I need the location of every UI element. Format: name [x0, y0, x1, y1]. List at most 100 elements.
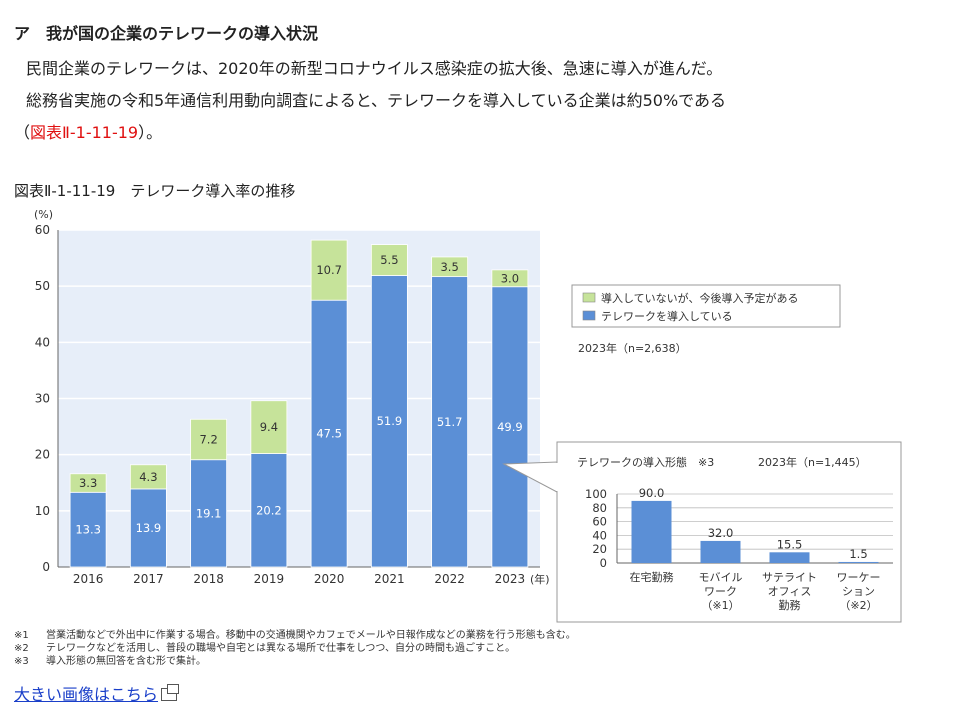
data-label-planned-2021: 5.5 — [380, 253, 398, 267]
x-tick-label-2019: 2019 — [254, 572, 285, 586]
data-label-planned-2022: 3.5 — [440, 260, 458, 274]
inset-x-tick-label-0-0: 在宅勤務 — [630, 570, 674, 584]
y-unit-label: (%) — [34, 208, 53, 221]
legend-label-planned: 導入していないが、今後導入予定がある — [601, 291, 798, 305]
bar-introduced-2017 — [129, 488, 167, 568]
y-tick-label-30: 30 — [35, 392, 50, 406]
inset-y-tick-label-40: 40 — [592, 528, 607, 542]
inset-bar-1 — [700, 540, 741, 563]
bar-planned-2019 — [250, 400, 288, 454]
footnote-2-text: テレワークなどを活用し、普段の職場や自宅とは異なる場所で仕事をしつつ、自分の時間… — [46, 643, 516, 654]
paren-open: （ — [14, 123, 31, 142]
y-tick-label-10: 10 — [35, 504, 50, 518]
legend-box — [571, 284, 841, 328]
inset-bar-0 — [631, 500, 672, 563]
data-label-introduced-2018: 19.1 — [196, 506, 222, 520]
body-paragraph-3: （図表Ⅱ-1-11-19）。 — [14, 119, 162, 143]
callout-joint — [556, 463, 559, 491]
inset-y-tick-label-20: 20 — [592, 542, 607, 556]
body-paragraph-1: 民間企業のテレワークは、2020年の新型コロナウイルス感染症の拡大後、急速に導入… — [26, 59, 723, 78]
x-tick-label-2023: 2023 — [495, 572, 526, 586]
x-tick-label-2022: 2022 — [434, 572, 465, 586]
inset-x-tick-label-3-0: ワーケー — [837, 571, 881, 584]
inset-x-tick-label-1-0: モバイル — [699, 571, 743, 584]
inset-data-label-2: 15.5 — [777, 537, 803, 551]
x-tick-label-2020: 2020 — [314, 572, 345, 586]
inset-x-tick-label-2-0: サテライト — [762, 571, 817, 584]
inset-sample-note: 2023年（n=1,445） — [758, 455, 867, 469]
x-tick-label-2018: 2018 — [193, 572, 224, 586]
new-window-icon[interactable] — [161, 684, 180, 701]
figure-title: 図表Ⅱ-1-11-19 テレワーク導入率の推移 — [14, 182, 296, 200]
bar-introduced-2021 — [370, 275, 408, 568]
data-label-planned-2019: 9.4 — [260, 420, 278, 434]
inset-bar-2 — [769, 552, 810, 563]
data-label-introduced-2020: 47.5 — [316, 427, 342, 441]
inset-x-tick-label-1-1: ワーク — [704, 585, 737, 598]
bar-planned-2016 — [69, 473, 107, 493]
data-label-planned-2017: 4.3 — [139, 470, 157, 484]
data-label-planned-2023: 3.0 — [501, 271, 519, 285]
data-label-introduced-2019: 20.2 — [256, 503, 282, 517]
inset-y-tick-label-80: 80 — [592, 501, 607, 515]
inset-data-label-3: 1.5 — [849, 547, 867, 561]
inset-bar-3 — [838, 561, 879, 563]
bar-introduced-2016 — [69, 491, 107, 568]
figure-reference: 図表Ⅱ-1-11-19 — [30, 123, 139, 142]
section-heading: ア 我が国の企業のテレワークの導入状況 — [14, 24, 319, 43]
bar-planned-2017 — [129, 464, 167, 490]
inset-y-tick-label-60: 60 — [592, 515, 607, 529]
footnote-1-text: 営業活動などで外出中に作業する場合。移動中の交通機関やカフェでメールや日報作成な… — [46, 630, 576, 641]
legend-swatch-introduced — [582, 310, 596, 321]
inset-x-tick-label-1-2: （※1） — [701, 599, 739, 612]
bar-planned-2021 — [370, 244, 408, 276]
bar-introduced-2019 — [250, 453, 288, 568]
telework-chart: 0 10 20 30 40 50 60 (%) 13.3 3.3 2016 13.9 4.3 2017 19… — [34, 208, 902, 623]
inset-x-tick-label-3-1: ション — [842, 585, 875, 598]
paren-close: ）。 — [138, 123, 163, 142]
bar-introduced-2023 — [491, 286, 529, 568]
x-tick-label-2021: 2021 — [374, 572, 405, 586]
inset-data-label-1: 32.0 — [708, 526, 734, 540]
footnote-1: ※1 営業活動などで外出中に作業する場合。移動中の交通機関やカフェでメールや日報作… — [14, 629, 576, 642]
inset-x-tick-label-2-2: 勤務 — [779, 598, 801, 612]
bar-planned-2020 — [310, 239, 348, 301]
footnote-3-mark: ※3 — [14, 656, 29, 667]
data-label-planned-2020: 10.7 — [316, 263, 342, 277]
y-tick-label-50: 50 — [35, 279, 50, 293]
main-sample-note: 2023年（n=2,638） — [578, 341, 687, 355]
footnote-2: ※2 テレワークなどを活用し、普段の職場や自宅とは異なる場所で仕事をしつつ、自分の… — [14, 642, 576, 655]
y-tick-label-0: 0 — [42, 560, 50, 574]
y-tick-label-40: 40 — [35, 335, 50, 349]
x-unit-label: (年) — [530, 572, 550, 586]
legend-swatch-planned — [582, 292, 596, 303]
footnote-1-mark: ※1 — [14, 630, 29, 641]
inset-x-tick-label-3-2: （※2） — [839, 599, 877, 612]
footnote-3-text: 導入形態の無回答を含む形で集計。 — [46, 656, 206, 667]
legend-label-introduced: テレワークを導入している — [601, 309, 733, 323]
bar-planned-2022 — [431, 256, 469, 278]
inset-y-tick-label-100: 100 — [585, 487, 607, 501]
inset-x-tick-label-2-1: オフィス — [768, 585, 812, 598]
data-label-planned-2016: 3.3 — [79, 476, 97, 490]
data-label-introduced-2021: 51.9 — [377, 414, 403, 428]
y-tick-label-60: 60 — [35, 223, 50, 237]
inset-title: テレワークの導入形態 ※3 — [577, 455, 714, 469]
data-label-introduced-2016: 13.3 — [75, 523, 101, 537]
x-tick-label-2017: 2017 — [133, 572, 164, 586]
data-label-introduced-2017: 13.9 — [136, 521, 162, 535]
bar-introduced-2022 — [431, 276, 469, 568]
inset-y-tick-label-0: 0 — [600, 556, 607, 570]
data-label-planned-2018: 7.2 — [199, 433, 217, 447]
larger-image-link[interactable]: 大きい画像はこちら — [14, 681, 180, 705]
footnote-3: ※3 導入形態の無回答を含む形で集計。 — [14, 655, 576, 668]
inset-panel — [556, 441, 902, 623]
y-tick-label-20: 20 — [35, 448, 50, 462]
inset-data-label-0: 90.0 — [639, 486, 665, 500]
bar-planned-2023 — [491, 269, 529, 288]
footnote-2-mark: ※2 — [14, 643, 29, 654]
bar-planned-2018 — [190, 418, 228, 461]
bar-introduced-2018 — [190, 459, 228, 568]
larger-image-link-label[interactable]: 大きい画像はこちら — [14, 685, 159, 704]
footnotes: ※1 営業活動などで外出中に作業する場合。移動中の交通機関やカフェでメールや日報作… — [14, 629, 576, 668]
